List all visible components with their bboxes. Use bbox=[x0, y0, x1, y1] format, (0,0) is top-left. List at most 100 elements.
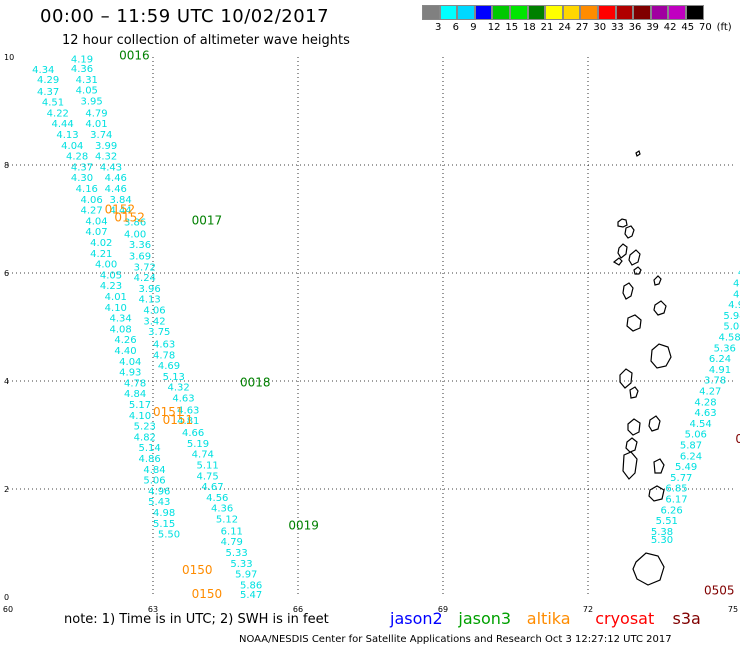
wave-height-label: 5.77 bbox=[670, 473, 692, 484]
wave-height-label: 6.24 bbox=[680, 451, 702, 462]
scale-label: 21 bbox=[540, 22, 554, 33]
wave-height-label: 5.23 bbox=[134, 422, 156, 433]
wave-height-label: 3.99 bbox=[95, 141, 117, 152]
wave-height-label: 4.3 bbox=[733, 289, 740, 300]
island-outline bbox=[653, 275, 662, 286]
island-outline bbox=[624, 225, 635, 239]
scale-label: 36 bbox=[628, 22, 642, 33]
wave-height-label: 4.9 bbox=[728, 300, 740, 311]
scale-label: 27 bbox=[575, 22, 589, 33]
wave-height-label: 4.2 bbox=[733, 279, 740, 290]
wave-height-label: 4.27 bbox=[699, 387, 721, 398]
wave-height-label: 4.63 bbox=[177, 405, 199, 416]
wave-height-label: 5.33 bbox=[226, 548, 248, 559]
wave-height-label: 5.49 bbox=[675, 462, 697, 473]
wave-height-label: 4.23 bbox=[100, 281, 122, 292]
scale-swatch bbox=[650, 5, 669, 20]
wave-height-label: 4.24 bbox=[134, 273, 156, 284]
wave-height-label: 4.32 bbox=[95, 152, 117, 163]
scale-label: 42 bbox=[663, 22, 677, 33]
wave-height-label: 4.91 bbox=[709, 365, 731, 376]
scale-swatch bbox=[562, 5, 581, 20]
pass-number-label: 0018 bbox=[240, 375, 271, 389]
legend-cryosat: cryosat bbox=[595, 609, 655, 628]
wave-height-label: 4.31 bbox=[76, 75, 98, 86]
wave-height-label: 4.44 bbox=[110, 206, 132, 217]
island-outline bbox=[627, 418, 641, 436]
wave-height-label: 3.78 bbox=[704, 376, 726, 387]
wave-height-label: 4.46 bbox=[105, 173, 127, 184]
scale-swatch bbox=[685, 5, 704, 20]
units-note: note: 1) Time is in UTC; 2) SWH is in fe… bbox=[64, 612, 329, 627]
wave-height-label: 5.06 bbox=[685, 430, 707, 441]
pass-number-label: 0017 bbox=[192, 213, 223, 227]
scale-swatch bbox=[492, 5, 510, 20]
y-tick-label: 0 bbox=[4, 593, 9, 602]
wave-height-label: 6.26 bbox=[661, 505, 683, 516]
scale-swatch bbox=[615, 5, 634, 20]
wave-height-label: 5.33 bbox=[230, 559, 252, 570]
island-outline bbox=[617, 218, 628, 228]
pass-number-label: 0. bbox=[735, 432, 740, 446]
wave-height-label: 5.51 bbox=[656, 516, 678, 527]
pass-number-label: 0016 bbox=[119, 49, 150, 63]
wave-height-label: 5.00 bbox=[723, 322, 740, 333]
wave-height-label: 4.96 bbox=[148, 486, 170, 497]
wave-height-label: 3.84 bbox=[110, 195, 132, 206]
wave-height-label: 4.06 bbox=[81, 195, 103, 206]
island-outline bbox=[635, 150, 641, 157]
wave-height-label: 5.36 bbox=[714, 343, 736, 354]
wave-height-label: 6.11 bbox=[221, 526, 243, 537]
scale-label: 70 bbox=[699, 22, 712, 33]
wave-height-label: 4.07 bbox=[85, 227, 107, 238]
scale-swatch bbox=[668, 5, 686, 20]
wave-height-label: 4.29 bbox=[37, 75, 59, 86]
island-outline bbox=[648, 485, 665, 502]
pass-number-label: 0505 bbox=[704, 583, 735, 597]
wave-height-label: 5.86 bbox=[240, 580, 262, 591]
map-title: 00:00 – 11:59 UTC 10/02/2017 bbox=[40, 6, 330, 27]
pass-number-label: 0152 bbox=[114, 211, 145, 225]
scale-label: 24 bbox=[558, 22, 571, 33]
y-tick-label: 4 bbox=[4, 377, 9, 386]
wave-height-label: 5.15 bbox=[153, 519, 175, 530]
wave-height-label: 5.87 bbox=[680, 441, 702, 452]
wave-height-label: 4.69 bbox=[158, 361, 180, 372]
scale-swatch bbox=[509, 5, 528, 20]
island-outline bbox=[628, 249, 641, 266]
x-tick-label: 60 bbox=[3, 605, 13, 614]
wave-height-label: 5.11 bbox=[197, 460, 219, 471]
island-outline bbox=[625, 437, 638, 453]
wave-height-label: 4.01 bbox=[85, 119, 107, 130]
scale-swatch bbox=[474, 5, 493, 20]
wave-height-label: 3.74 bbox=[90, 130, 112, 141]
wave-height-label: 3.86 bbox=[124, 217, 146, 228]
wave-height-label: 3.69 bbox=[129, 252, 151, 263]
wave-height-label: 4.79 bbox=[85, 108, 107, 119]
scale-label: 3 bbox=[435, 22, 442, 33]
wave-height-label: 4.04 bbox=[119, 357, 141, 368]
wave-height-label: 4.63 bbox=[694, 408, 716, 419]
scale-label: 30 bbox=[593, 22, 607, 33]
y-tick-label: 8 bbox=[4, 161, 9, 170]
wave-height-label: 4.84 bbox=[124, 389, 146, 400]
legend-s3a: s3a bbox=[672, 609, 701, 628]
wave-height-label: 5.97 bbox=[235, 570, 257, 581]
wave-height-label: 4.40 bbox=[114, 346, 136, 357]
wave-height-label: 6.17 bbox=[665, 495, 687, 506]
wave-height-label: 4.08 bbox=[110, 324, 132, 335]
wave-height-label: 3.75 bbox=[148, 327, 170, 338]
scale-label: 12 bbox=[487, 22, 501, 33]
island-outline bbox=[622, 282, 634, 300]
wave-height-label: 4.58 bbox=[719, 333, 740, 344]
wave-height-label: 4.86 bbox=[139, 454, 161, 465]
pass-number-label: 0150 bbox=[192, 587, 223, 601]
wave-height-label: 5.38 bbox=[651, 527, 673, 538]
wave-height-label: 5.30 bbox=[651, 535, 673, 546]
wave-height-label: 4.26 bbox=[114, 335, 136, 346]
wave-height-label: 4.21 bbox=[90, 249, 112, 260]
wave-height-label: 3.36 bbox=[129, 240, 151, 251]
wave-height-label: 4.36 bbox=[211, 504, 233, 515]
